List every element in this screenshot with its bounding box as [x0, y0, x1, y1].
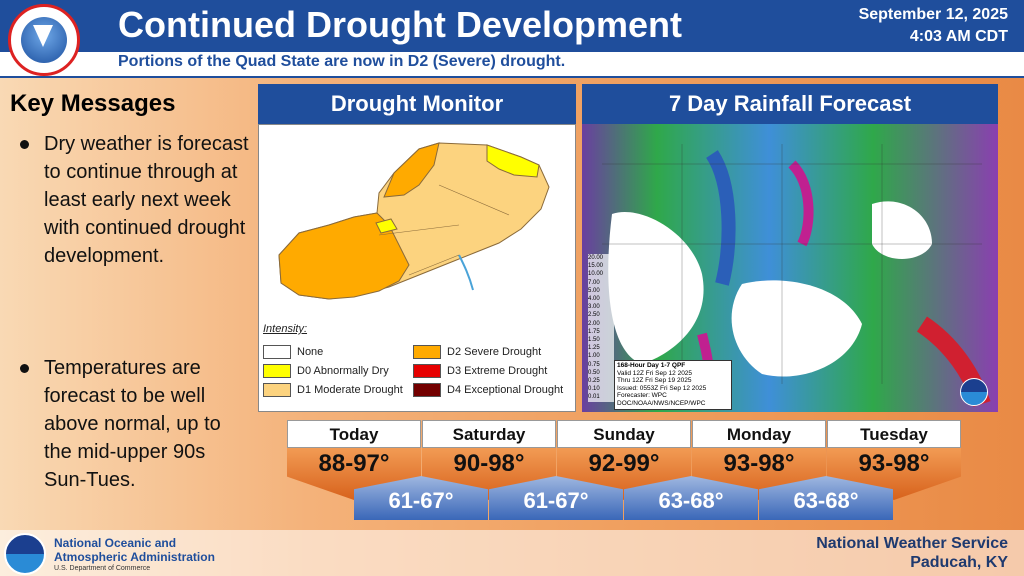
subtitle-bar	[0, 52, 1024, 78]
info-line: 168-Hour Day 1-7 QPF	[617, 362, 686, 369]
key-message-text: Temperatures are forecast to be well abo…	[44, 357, 221, 491]
issue-datetime: September 12, 2025 4:03 AM CDT	[859, 4, 1008, 48]
high-temp-value: 88-97°	[318, 450, 390, 477]
day-today-label: Today	[287, 420, 421, 448]
page-title: Continued Drought Development	[118, 4, 682, 45]
scale-label: 20.00	[588, 255, 604, 261]
office-name: National Weather Service Paducah, KY	[816, 534, 1008, 572]
qpf-info-box: 168-Hour Day 1-7 QPF Valid 12Z Fri Sep 1…	[614, 360, 732, 410]
info-line: Valid 12Z Fri Sep 12 2025	[617, 369, 693, 377]
legend-swatch	[263, 383, 291, 398]
drought-legend: Intensity:	[263, 323, 307, 339]
scale-label: 1.25	[588, 345, 600, 352]
scale-label: 0.75	[588, 361, 600, 368]
scale-label: 2.50	[588, 312, 600, 319]
legend-item-d0: D0 Abnormally Dry	[263, 362, 413, 381]
low-temp-value: 63-68°	[793, 488, 859, 513]
header-bar	[0, 0, 1024, 52]
rainfall-forecast-map: 20.00 15.00 10.00 7.00 5.00 4.00 3.00 2.…	[582, 124, 998, 412]
issue-time: 4:03 AM CDT	[909, 28, 1008, 45]
legend-col-2: D2 Severe Drought D3 Extreme Drought D4 …	[413, 343, 573, 400]
scale-label: 15.00	[588, 263, 604, 270]
nws-logo	[8, 4, 80, 76]
drought-monitor-map: Intensity: None D0 Abnormally Dry D1 Mod…	[258, 124, 576, 412]
legend-label: D0 Abnormally Dry	[297, 365, 389, 377]
day-saturday-label: Saturday	[422, 420, 556, 448]
page-subtitle: Portions of the Quad State are now in D2…	[118, 53, 566, 70]
day-monday-label: Monday	[692, 420, 826, 448]
scale-label: 0.10	[588, 386, 600, 393]
legend-swatch	[413, 383, 441, 398]
noaa-map-logo-icon	[960, 378, 988, 406]
legend-swatch	[413, 364, 441, 379]
legend-item-none: None	[263, 343, 413, 362]
bullet-icon	[20, 364, 29, 373]
noaa-logo-icon	[4, 533, 46, 575]
legend-item-d1: D1 Moderate Drought	[263, 381, 413, 400]
scale-label: 1.50	[588, 337, 600, 344]
low-temp-tonight: 61-67°	[354, 476, 488, 520]
scale-label: 5.00	[588, 287, 600, 294]
key-message-text: Dry weather is forecast to continue thro…	[44, 133, 249, 267]
noaa-name-line: National Oceanic and	[54, 536, 177, 550]
noaa-department: U.S. Department of Commerce	[54, 565, 151, 572]
scale-label: 1.75	[588, 328, 600, 335]
legend-label: D1 Moderate Drought	[297, 384, 403, 396]
low-temp-monday-night: 63-68°	[759, 476, 893, 520]
scale-label: 7.00	[588, 279, 600, 286]
low-temp-value: 61-67°	[388, 488, 454, 513]
legend-item-d3: D3 Extreme Drought	[413, 362, 573, 381]
scale-label: 0.01	[588, 394, 600, 401]
legend-col-1: None D0 Abnormally Dry D1 Moderate Droug…	[263, 343, 413, 400]
office-line: Paducah, KY	[910, 554, 1008, 571]
bullet-icon	[20, 140, 29, 149]
legend-label: D2 Severe Drought	[447, 346, 542, 358]
scale-label: 2.00	[588, 320, 600, 327]
low-temp-saturday-night: 61-67°	[489, 476, 623, 520]
legend-label: D4 Exceptional Drought	[447, 384, 564, 396]
key-message-2: Temperatures are forecast to be well abo…	[20, 354, 250, 494]
info-line: Issued: 0553Z Fri Sep 12 2025	[617, 384, 707, 392]
rainfall-forecast-title: 7 Day Rainfall Forecast	[582, 84, 998, 124]
high-temp-value: 90-98°	[453, 450, 525, 477]
noaa-name: National Oceanic and Atmospheric Adminis…	[54, 536, 215, 564]
noaa-name-line: Atmospheric Administration	[54, 550, 215, 564]
nws-logo-bird-icon	[33, 25, 53, 47]
legend-swatch	[263, 364, 291, 379]
scale-label: 0.50	[588, 369, 600, 376]
info-line: Thru 12Z Fri Sep 19 2025	[617, 377, 692, 385]
key-message-1: Dry weather is forecast to continue thro…	[20, 130, 250, 270]
key-messages-title: Key Messages	[10, 90, 176, 117]
drought-monitor-title: Drought Monitor	[258, 84, 576, 124]
temperature-forecast: Today Saturday Sunday Monday Tuesday 88-…	[287, 420, 963, 522]
issue-date: September 12, 2025	[858, 6, 1008, 23]
day-sunday-label: Sunday	[557, 420, 691, 448]
legend-item-d2: D2 Severe Drought	[413, 343, 573, 362]
low-temp-sunday-night: 63-68°	[624, 476, 758, 520]
low-temp-value: 61-67°	[523, 488, 589, 513]
scale-label: 3.00	[588, 304, 600, 311]
high-temp-value: 93-98°	[858, 450, 930, 477]
legend-label: None	[297, 346, 324, 358]
scale-label: 4.00	[588, 296, 600, 303]
scale-label: 1.00	[588, 353, 600, 360]
day-tuesday-label: Tuesday	[827, 420, 961, 448]
qpf-color-scale: 20.00 15.00 10.00 7.00 5.00 4.00 3.00 2.…	[588, 254, 614, 402]
footer-bar	[0, 530, 1024, 576]
info-line: Forecaster: WPC	[617, 392, 667, 400]
legend-swatch	[263, 345, 291, 360]
scale-label: 10.00	[588, 271, 604, 278]
low-temp-value: 63-68°	[658, 488, 724, 513]
legend-swatch	[413, 345, 441, 360]
legend-item-d4: D4 Exceptional Drought	[413, 381, 573, 400]
info-line: DOC/NOAA/NWS/NCEP/WPC	[617, 399, 706, 407]
high-temp-value: 93-98°	[723, 450, 795, 477]
legend-label: D3 Extreme Drought	[447, 365, 548, 377]
office-line: National Weather Service	[816, 535, 1008, 552]
scale-label: 0.25	[588, 378, 600, 385]
drought-map-image	[278, 142, 550, 300]
high-temp-value: 92-99°	[588, 450, 660, 477]
legend-title: Intensity:	[263, 323, 308, 335]
